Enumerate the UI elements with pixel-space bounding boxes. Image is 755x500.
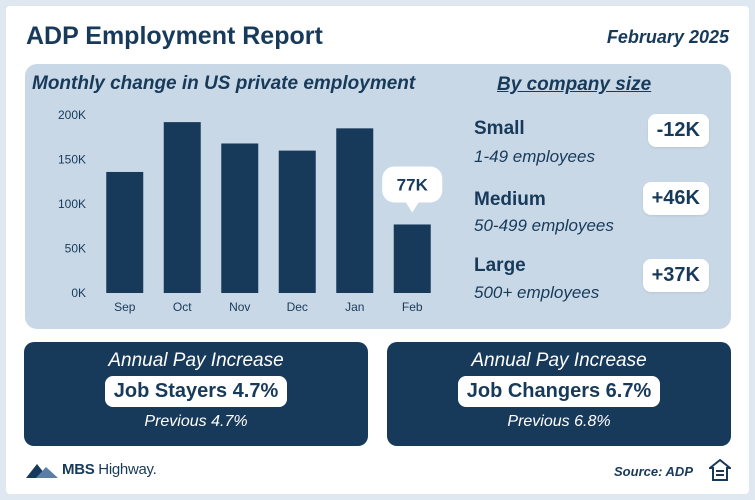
bar-feb (393, 224, 431, 293)
bar-oct (163, 122, 201, 294)
pay-heading: Annual Pay Increase (471, 350, 647, 371)
x-tick-label: Oct (173, 300, 192, 314)
bar-nov (221, 143, 259, 293)
bar-sep (106, 171, 144, 293)
bar-jan (336, 128, 374, 293)
annotation-label: 77K (397, 175, 429, 194)
segment-medium-sub: 50-499 employees (474, 216, 614, 235)
report-date: February 2025 (606, 27, 729, 47)
y-tick-label: 50K (65, 242, 86, 256)
segment-medium-value: +46K (642, 182, 709, 215)
annotation-pointer (405, 201, 420, 213)
pay-box-changers: Annual Pay Increase Job Changers 6.7% Pr… (387, 342, 731, 446)
x-tick-label: Nov (229, 300, 250, 314)
y-tick-label: 150K (58, 153, 86, 167)
bar-dec (278, 150, 316, 293)
segment-large-name: Large (474, 255, 526, 276)
y-tick-label: 0K (71, 286, 86, 300)
source-note: Source: ADP (614, 464, 693, 479)
x-tick-label: Sep (114, 300, 136, 314)
segment-large-sub: 500+ employees (474, 283, 600, 302)
pay-label-changers: Job Changers 6.7% (457, 376, 661, 407)
segment-medium-name: Medium (474, 189, 546, 210)
company-size-heading: By company size (497, 74, 652, 95)
x-tick-label: Jan (345, 300, 364, 314)
equal-housing-icon (709, 459, 731, 481)
logo-brand-rest: Highway. (94, 460, 157, 478)
segment-small-name: Small (474, 118, 525, 139)
chart-title: Monthly change in US private employment (32, 73, 416, 94)
mbs-highway-logo: MBS Highway. (26, 460, 157, 478)
pay-box-stayers: Annual Pay Increase Job Stayers 4.7% Pre… (24, 342, 368, 446)
x-tick-label: Dec (287, 300, 308, 314)
segment-small-sub: 1-49 employees (474, 147, 595, 166)
pay-heading: Annual Pay Increase (108, 350, 284, 371)
pay-previous-stayers: Previous 4.7% (144, 413, 248, 430)
y-tick-label: 100K (58, 197, 86, 211)
pay-previous-changers: Previous 6.8% (507, 413, 611, 430)
segment-small-value: -12K (647, 114, 709, 147)
logo-brand: MBS (62, 460, 95, 478)
y-tick-label: 200K (58, 108, 86, 122)
segment-large-value: +37K (642, 259, 709, 292)
pay-label-stayers: Job Stayers 4.7% (104, 376, 288, 407)
mountain-icon (26, 464, 58, 478)
report-title: ADP Employment Report (26, 22, 323, 50)
x-tick-label: Feb (402, 300, 423, 314)
annotation-bubble (382, 166, 443, 203)
